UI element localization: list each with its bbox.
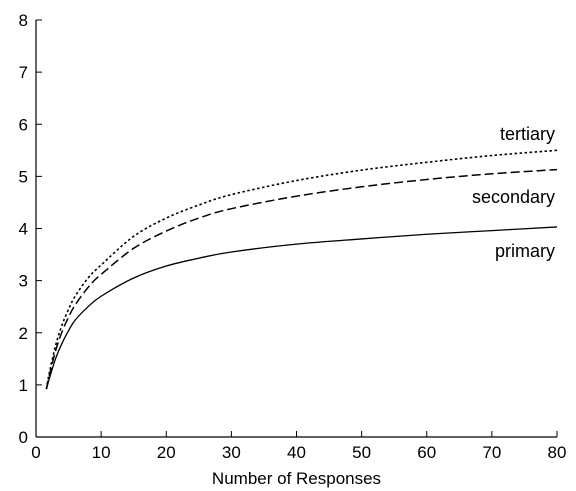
x-tick-label: 0 <box>31 443 40 462</box>
y-tick-label: 5 <box>19 167 28 186</box>
y-tick-label: 4 <box>19 220 28 239</box>
y-tick-label: 8 <box>19 11 28 30</box>
series-label-primary: primary <box>495 241 555 261</box>
x-tick-label: 40 <box>287 443 306 462</box>
series-line-tertiary <box>45 149 558 390</box>
series-line-primary <box>45 226 558 390</box>
series-lines <box>45 149 558 390</box>
y-tick-label: 1 <box>19 376 28 395</box>
series-labels: tertiary secondary primary <box>472 124 555 261</box>
x-tick-label: 70 <box>482 443 501 462</box>
x-tick-label: 30 <box>222 443 241 462</box>
series-label-tertiary: tertiary <box>500 124 555 144</box>
x-axis-title: Number of Responses <box>212 469 381 488</box>
x-tick-label: 10 <box>92 443 111 462</box>
y-tick-label: 2 <box>19 324 28 343</box>
axes <box>35 20 557 438</box>
series-line-secondary <box>45 168 558 390</box>
y-tick-label: 3 <box>19 272 28 291</box>
x-tick-label: 80 <box>548 443 567 462</box>
x-tick-label: 20 <box>157 443 176 462</box>
y-tick-label: 6 <box>19 115 28 134</box>
y-tick-label: 0 <box>19 428 28 447</box>
series-label-secondary: secondary <box>472 187 555 207</box>
x-tick-label: 50 <box>352 443 371 462</box>
y-tick-label: 7 <box>19 63 28 82</box>
x-tick-label: 60 <box>417 443 436 462</box>
